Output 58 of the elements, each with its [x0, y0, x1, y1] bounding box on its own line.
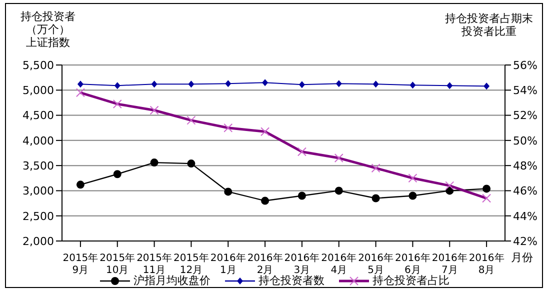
y-tick-label: 2,000 — [22, 234, 54, 248]
y2-axis-title: 持仓投资者占期末投资者比重 — [444, 12, 534, 38]
legend-label: 持仓投资者数 — [258, 274, 324, 288]
point — [298, 192, 306, 200]
point — [408, 192, 417, 200]
y2-tick-label: 42% — [513, 234, 538, 248]
x-tick-label: 2016年 1月 — [210, 252, 246, 276]
point — [113, 170, 122, 178]
y-tick-label: 4,000 — [22, 134, 54, 148]
x-tick-label: 2016年 2月 — [247, 252, 283, 276]
point — [336, 80, 342, 88]
y2-tick-label: 44% — [513, 210, 538, 223]
point — [114, 82, 120, 90]
x-tick-label: 2016年 6月 — [394, 252, 430, 276]
x-tick-label: 2015年 9月 — [62, 252, 98, 276]
x-tick-label: 2016年 4月 — [321, 252, 357, 276]
y2-tick-label: 50% — [513, 134, 538, 148]
x-tick-label: 2015年 10月 — [100, 252, 136, 276]
y-tick-label: 5,000 — [22, 84, 54, 98]
point — [372, 80, 379, 88]
point — [151, 80, 158, 88]
point — [334, 186, 343, 195]
point — [372, 194, 380, 202]
point — [188, 80, 194, 88]
y-tick-label: 3,000 — [22, 184, 54, 198]
y-tick-label: 2,500 — [22, 210, 54, 223]
point — [298, 81, 305, 88]
point — [187, 160, 196, 168]
point — [77, 80, 84, 88]
y2-tick-label: 54% — [513, 84, 538, 98]
y-tick-label: 4,500 — [22, 109, 54, 122]
y2-tick-label: 56% — [513, 58, 538, 72]
x-tick-label: 2016年 5月 — [358, 252, 394, 276]
y2-tick-label: 52% — [513, 109, 538, 122]
point — [262, 79, 268, 86]
legend-label: 沪指月均收盘价 — [134, 274, 210, 288]
point — [482, 184, 491, 193]
y2-tick-label: 46% — [513, 184, 538, 198]
x-tick-label: 2016年 8月 — [468, 252, 504, 276]
point — [410, 82, 416, 89]
point — [446, 82, 453, 90]
point — [76, 180, 84, 189]
y-tick-label: 5,500 — [22, 58, 54, 72]
y2-tick-label: 48% — [513, 159, 538, 172]
y-axis-title: 持仓投资者（万个） — [20, 10, 76, 36]
point — [225, 80, 232, 88]
legend-label: 持仓投资者占比 — [372, 274, 450, 288]
point — [224, 188, 232, 196]
x-tick-label: 2016年 7月 — [432, 252, 468, 276]
point — [150, 158, 158, 167]
y-tick-label: 3,500 — [22, 159, 54, 172]
x-tick-label: 2015年 12月 — [173, 252, 209, 276]
point — [484, 82, 490, 90]
point — [261, 196, 270, 205]
x-axis-title: 月份 — [510, 251, 534, 264]
x-tick-label: 2016年 3月 — [284, 252, 320, 276]
text: 上证指数 — [25, 36, 71, 49]
x-tick-label: 2015年 11月 — [136, 252, 172, 276]
